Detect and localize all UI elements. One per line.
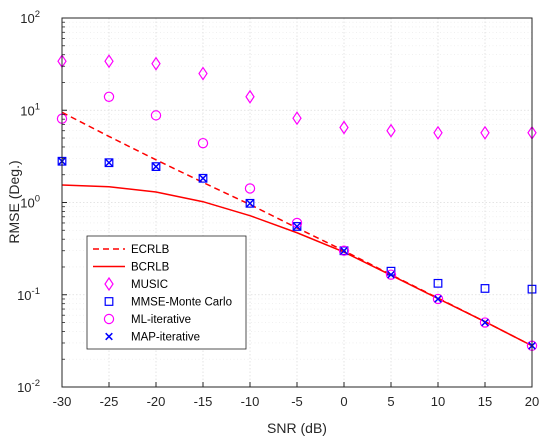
- data-point: [479, 317, 491, 328]
- data-point: [433, 125, 443, 140]
- data-point: [386, 123, 396, 138]
- legend-swatch: [104, 297, 114, 306]
- y-tick-label: 10-2: [17, 378, 40, 395]
- legend-label: ECRLB: [131, 244, 170, 256]
- data-point: [291, 217, 303, 229]
- legend-swatch: [105, 332, 113, 341]
- x-axis-label: SNR (dB): [267, 420, 327, 436]
- legend-box: [86, 235, 247, 350]
- y-tick-label: 101: [20, 101, 40, 118]
- data-point: [434, 295, 442, 303]
- x-tick-label: 20: [525, 394, 539, 409]
- data-point: [292, 111, 302, 126]
- data-point: [245, 198, 255, 208]
- legend-label: MAP-iterative: [131, 332, 200, 344]
- axis-ticks: -30 -25 -20 -15 -10 -5 0 5 10 15 20 10-2 10-1 100 101 1…: [17, 9, 539, 409]
- legend-label: BCRLB: [131, 262, 170, 274]
- data-point: [338, 245, 350, 256]
- data-point: [385, 269, 397, 280]
- series-map-iterative: [58, 157, 536, 350]
- data-point: [198, 173, 208, 183]
- data-point: [480, 284, 490, 293]
- data-point: [433, 278, 443, 288]
- y-tick-label: 10-1: [17, 286, 40, 303]
- data-point: [105, 158, 113, 167]
- y-tick-label: 102: [20, 9, 40, 26]
- data-point: [339, 120, 349, 135]
- y-axis-label: RMSE (Deg.): [6, 160, 22, 243]
- data-point: [340, 246, 348, 255]
- data-point: [199, 174, 207, 183]
- x-tick-label: 5: [387, 394, 394, 409]
- legend-label: MUSIC: [131, 279, 168, 291]
- data-point: [339, 246, 349, 256]
- legend: ECRLB BCRLB MUSIC MMSE-Monte Carlo ML-iterat…: [86, 235, 247, 350]
- series-line-bcrlb: [61, 184, 533, 347]
- data-point: [150, 110, 162, 121]
- data-point: [104, 54, 114, 69]
- legend-swatch: [103, 313, 115, 325]
- data-point: [103, 91, 115, 102]
- data-point: [387, 270, 395, 279]
- data-point: [245, 89, 255, 104]
- data-point: [197, 137, 209, 149]
- data-point: [244, 183, 256, 194]
- x-tick-label: 15: [478, 394, 492, 409]
- x-tick-label: -5: [291, 394, 303, 409]
- data-point: [151, 162, 161, 171]
- x-tick-label: 0: [340, 394, 347, 409]
- x-tick-label: -25: [100, 394, 119, 409]
- data-point: [198, 66, 208, 81]
- x-tick-label: -15: [194, 394, 213, 409]
- legend-label: ML-iterative: [131, 314, 191, 326]
- x-tick-label: -20: [147, 394, 166, 409]
- x-tick-label: -10: [241, 394, 260, 409]
- data-point: [481, 318, 489, 327]
- x-tick-label: 10: [431, 394, 445, 409]
- data-point: [480, 125, 490, 140]
- series-layer: [56, 54, 538, 351]
- data-point: [293, 222, 301, 231]
- data-point: [152, 162, 160, 171]
- grid: [61, 18, 533, 388]
- data-point: [246, 199, 254, 208]
- x-tick-label: -30: [53, 394, 72, 409]
- data-point: [432, 293, 444, 305]
- legend-label: MMSE-Monte Carlo: [131, 297, 232, 309]
- y-tick-label: 100: [20, 194, 40, 211]
- legend-swatch: [104, 276, 114, 292]
- data-point: [151, 56, 161, 71]
- data-point: [104, 158, 114, 168]
- series-ml-iterative: [56, 91, 538, 351]
